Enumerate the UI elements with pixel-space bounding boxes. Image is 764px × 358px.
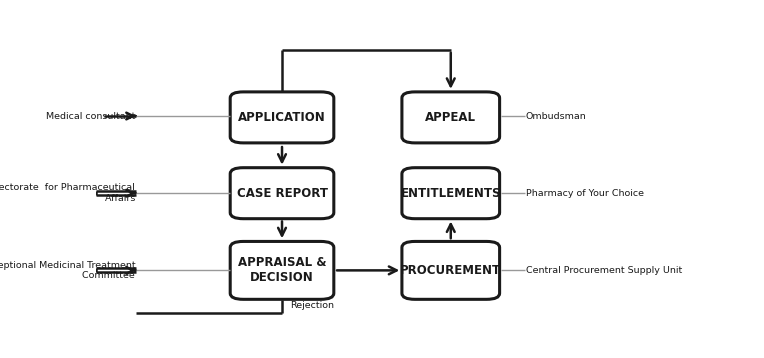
Text: ENTITLEMENTS: ENTITLEMENTS — [400, 187, 501, 200]
FancyBboxPatch shape — [230, 241, 334, 299]
Text: APPLICATION: APPLICATION — [238, 111, 326, 124]
Text: Rejection: Rejection — [290, 301, 334, 310]
Text: APPEAL: APPEAL — [426, 111, 476, 124]
Text: Pharmacy of Your Choice: Pharmacy of Your Choice — [526, 189, 644, 198]
FancyBboxPatch shape — [230, 168, 334, 219]
FancyBboxPatch shape — [402, 92, 500, 143]
FancyBboxPatch shape — [402, 168, 500, 219]
Text: Directorate  for Pharmaceutical
          Affairs: Directorate for Pharmaceutical Affairs — [0, 184, 135, 203]
Text: Medical consultant: Medical consultant — [46, 111, 135, 121]
FancyBboxPatch shape — [230, 92, 334, 143]
Text: APPRAISAL &
DECISION: APPRAISAL & DECISION — [238, 256, 326, 284]
Text: Ombudsman: Ombudsman — [526, 111, 587, 121]
Text: Central Procurement Supply Unit: Central Procurement Supply Unit — [526, 266, 682, 275]
Text: CASE REPORT: CASE REPORT — [237, 187, 328, 200]
Text: Exceptional Medicinal Treatment
         Committee: Exceptional Medicinal Treatment Committe… — [0, 261, 135, 280]
FancyBboxPatch shape — [402, 241, 500, 299]
Text: PROCUREMENT: PROCUREMENT — [400, 264, 501, 277]
